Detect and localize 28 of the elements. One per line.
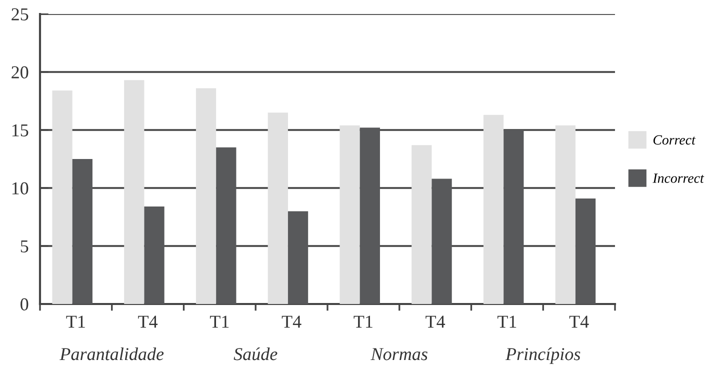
x-tick-label: T4: [138, 316, 158, 328]
text: Saúde: [234, 347, 278, 360]
bar: [412, 145, 432, 304]
bar: [52, 90, 72, 304]
x-tick-label: T1: [497, 316, 516, 328]
x-tick-label: T1: [210, 316, 229, 328]
bar: [124, 80, 144, 304]
bar: [555, 125, 576, 304]
y-tick-label: 0: [20, 298, 28, 310]
text: Normas: [370, 348, 428, 360]
y-tick-label: 5: [20, 240, 28, 252]
legend-label: Incorrect: [652, 174, 704, 183]
y-tick-label: 10: [12, 182, 28, 194]
y-tick-label: 15: [12, 124, 28, 136]
x-tick-label: T4: [569, 316, 589, 328]
bar: [340, 125, 360, 304]
bar: [268, 112, 288, 304]
bar: [483, 114, 504, 304]
x-tick-label: T1: [354, 316, 372, 328]
y-tick-label: 25: [12, 8, 28, 20]
x-tick-label: T4: [426, 316, 446, 328]
text: Parantalidade: [60, 348, 164, 360]
x-tick-label: T4: [282, 316, 302, 328]
legend-label: Correct: [653, 135, 696, 145]
y-tick-label: 20: [12, 66, 28, 78]
x-tick-label: T1: [66, 316, 85, 328]
bar: [196, 88, 216, 304]
text: Princípios: [505, 348, 580, 364]
